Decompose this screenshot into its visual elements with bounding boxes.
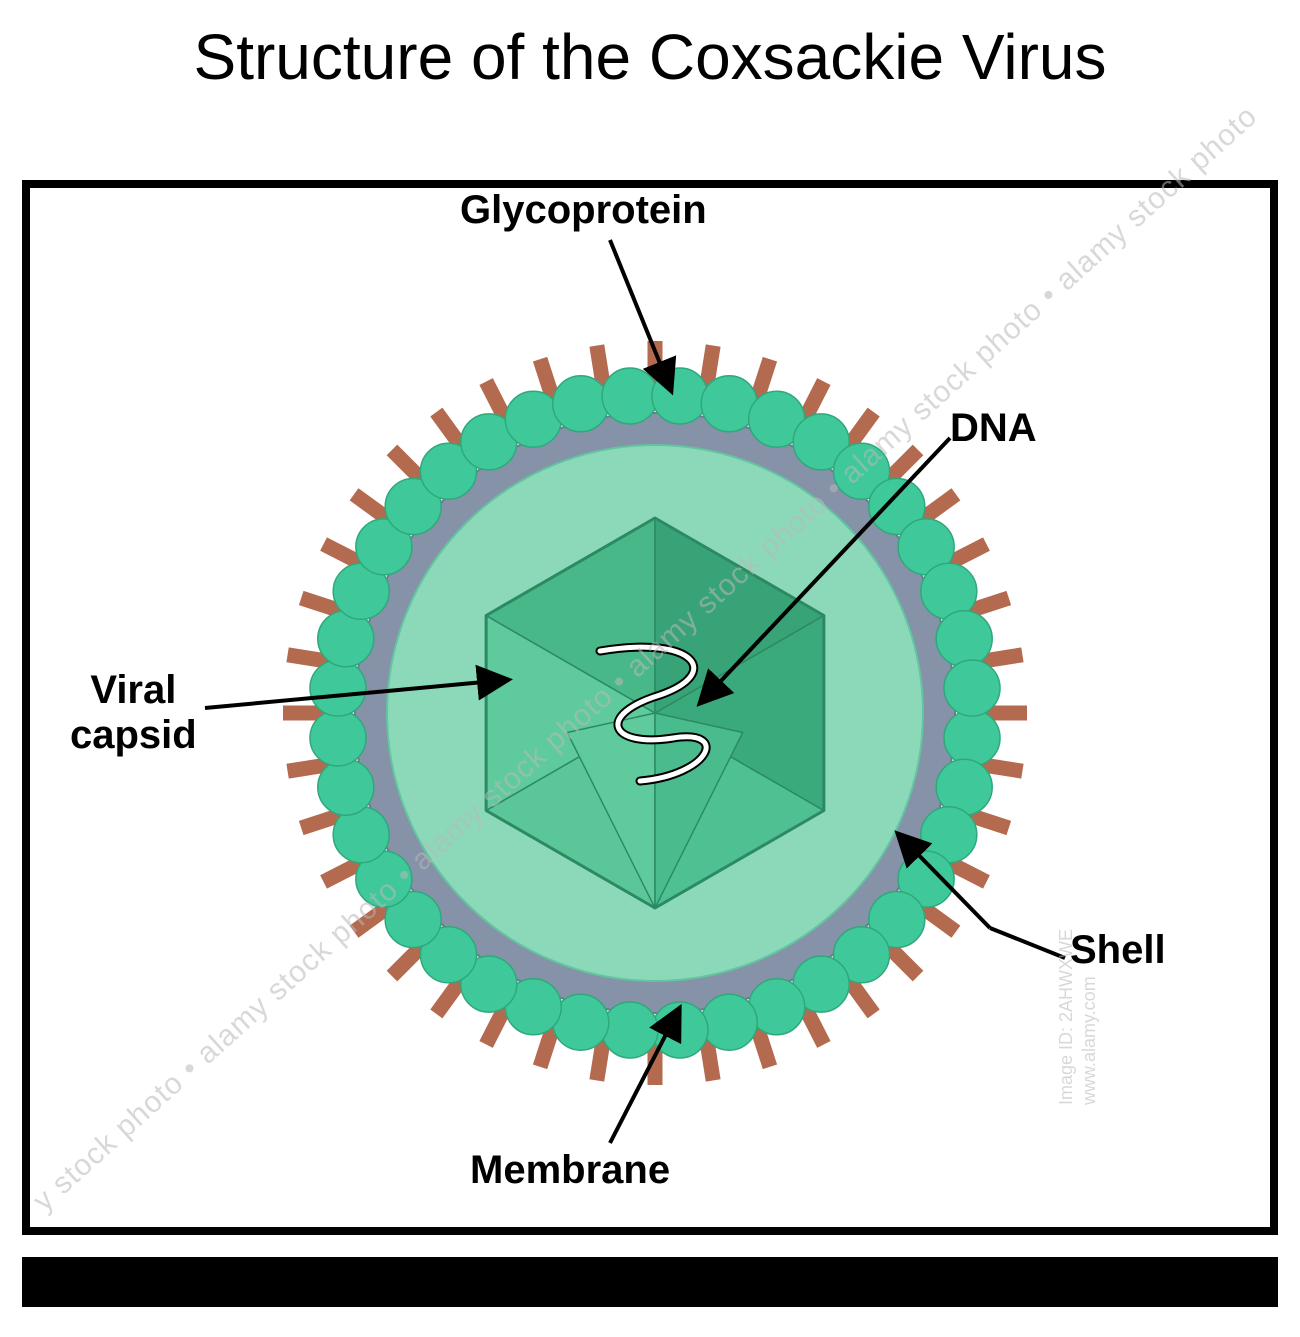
bottom-bar (22, 1257, 1278, 1307)
label-shell: Shell (1070, 928, 1166, 973)
diagram-frame: Glycoprotein DNA Viral capsid Shell Memb… (22, 180, 1278, 1235)
label-viral-capsid: Viral capsid (70, 668, 197, 758)
label-dna: DNA (950, 406, 1037, 451)
label-glycoprotein: Glycoprotein (460, 188, 707, 233)
virus-diagram (30, 188, 1270, 1227)
label-membrane: Membrane (470, 1148, 670, 1193)
label-viral-capsid-l2: capsid (70, 713, 197, 757)
page-title: Structure of the Coxsackie Virus (0, 20, 1300, 94)
label-viral-capsid-l1: Viral (90, 668, 176, 712)
